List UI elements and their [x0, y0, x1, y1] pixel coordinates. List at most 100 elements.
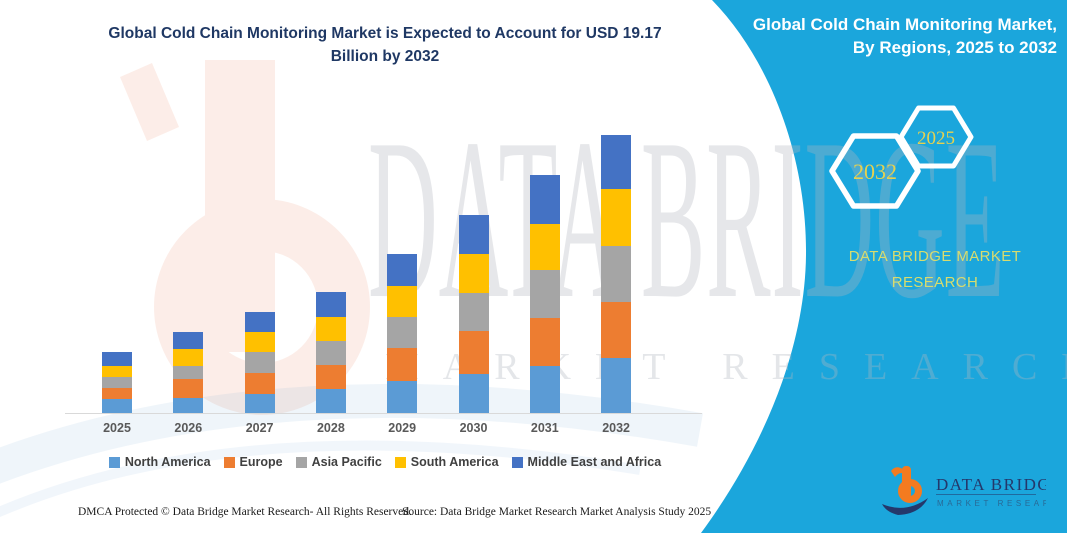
hexagon-2025: [898, 105, 974, 169]
bar-segment: [173, 397, 204, 413]
bar-2030: [458, 214, 489, 413]
bar-segment: [244, 332, 275, 353]
legend-item: North America: [108, 455, 211, 469]
x-axis-label: 2027: [245, 421, 274, 435]
x-axis-label: 2032: [602, 421, 630, 435]
chart-title: Global Cold Chain Monitoring Market is E…: [55, 22, 715, 69]
legend-swatch: [223, 457, 235, 468]
bar-segment: [387, 348, 418, 382]
data-bridge-logo: DATA BRIDGE MARKET RESEARCH: [882, 466, 1046, 515]
swoosh-curve-1: [0, 383, 703, 484]
b-watermark-leaf: [120, 63, 179, 141]
bar-segment: [601, 357, 632, 413]
banner-brand-line1: DATA BRIDGE MARKET: [848, 248, 1022, 265]
hexagon-2032-year: 2032: [853, 159, 897, 184]
bar-2027: [244, 312, 275, 413]
logo-divider-line: [936, 494, 1036, 495]
bar-segment: [458, 331, 489, 375]
legend-swatch: [295, 457, 307, 468]
x-axis-label: 2029: [388, 421, 417, 435]
bar-segment: [601, 135, 632, 189]
b-watermark-stem: [205, 60, 275, 352]
x-axis-label: 2025: [103, 421, 131, 435]
logo-b-hook: [891, 467, 904, 477]
x-axis-label: 2028: [316, 421, 345, 435]
bar-segment: [387, 317, 418, 348]
legend-item: Europe: [223, 455, 283, 469]
bar-segment: [315, 292, 346, 318]
banner-heading-line1: Global Cold Chain Monitoring Market,: [752, 15, 1057, 34]
bar-segment: [458, 214, 489, 254]
legend-swatch: [394, 457, 406, 468]
bar-segment: [102, 366, 132, 377]
bar-segment: [601, 188, 632, 246]
x-axis-label: 2031: [530, 421, 559, 435]
bar-segment: [458, 293, 489, 332]
bar-2028: [315, 292, 346, 413]
logo-subtitle-text: MARKET RESEARCH: [937, 499, 1046, 508]
banner-brand-line2: RESEARCH: [891, 274, 979, 292]
bar-segment: [102, 376, 132, 388]
legend-label: Middle East and Africa: [527, 455, 662, 469]
legend-item: Middle East and Africa: [511, 455, 662, 469]
legend-label: Asia Pacific: [311, 455, 382, 469]
bar-segment: [529, 224, 560, 270]
bar-segment: [601, 245, 632, 302]
x-axis-label: 2026: [174, 421, 203, 435]
legend-label: Europe: [239, 455, 283, 469]
bar-2031: [529, 175, 560, 413]
chart-title-line2: Billion by 2032: [330, 48, 440, 66]
bar-segment: [173, 349, 204, 367]
logo-swoosh: [882, 498, 928, 515]
bar-segment: [458, 253, 489, 294]
bar-segment: [315, 341, 346, 365]
swoosh-watermark: [0, 383, 703, 518]
swoosh-curve-2: [0, 440, 641, 518]
hexagon-2032: [829, 133, 921, 209]
bar-segment: [315, 364, 346, 389]
bar-segment: [244, 373, 275, 395]
market-research-watermark-text: MARKET RESEARCH: [385, 346, 1067, 388]
bar-segment: [173, 366, 204, 379]
banner-brand-name: DATA BRIDGE MARKET RESEARCH: [822, 244, 1048, 297]
hexagon-2025-year: 2025: [917, 128, 955, 149]
bar-segment: [173, 332, 204, 350]
bar-segment: [102, 352, 132, 367]
bar-segment: [315, 388, 346, 413]
bar-2029: [387, 253, 418, 413]
bar-2026: [173, 332, 204, 413]
source-footer-text: Source: Data Bridge Market Research Mark…: [402, 506, 712, 518]
hexagon-year-badges: 2032 2025: [829, 105, 974, 209]
legend-label: South America: [410, 455, 499, 469]
x-axis-line: [65, 413, 702, 414]
legend-item: South America: [394, 455, 499, 469]
chart-title-line1: Global Cold Chain Monitoring Market is E…: [108, 25, 662, 42]
dmca-footer-text: DMCA Protected © Data Bridge Market Rese…: [78, 506, 412, 518]
bar-segment: [387, 381, 418, 413]
bar-segment: [173, 378, 204, 398]
logo-b-bowl: [898, 479, 922, 503]
x-axis-label: 2030: [459, 421, 488, 435]
legend-item: Asia Pacific: [295, 455, 382, 469]
bar-segment: [458, 374, 489, 413]
legend: North America Europe Asia Pacific South Ame…: [40, 455, 730, 469]
bar-segment: [529, 366, 560, 413]
banner-heading-line2: By Regions, 2025 to 2032: [852, 38, 1057, 58]
bar-segment: [601, 301, 632, 358]
bar-2025: [102, 352, 132, 413]
bar-segment: [529, 175, 560, 225]
bar-segment: [529, 318, 560, 367]
banner-shape-path: [701, 0, 1067, 533]
bar-segment: [244, 312, 275, 333]
banner-heading: Global Cold Chain Monitoring Market, By …: [737, 13, 1057, 60]
bar-segment: [387, 253, 418, 287]
bar-segment: [529, 269, 560, 319]
logo-name-text: DATA BRIDGE: [936, 475, 1046, 494]
plot-area: [63, 100, 708, 413]
bar-segment: [102, 398, 132, 413]
bar-2032: [601, 135, 632, 413]
x-axis-labels: 2025 2026 2027 2028 2029 2030 2031 2032: [63, 421, 708, 439]
legend-label: North America: [124, 455, 211, 469]
